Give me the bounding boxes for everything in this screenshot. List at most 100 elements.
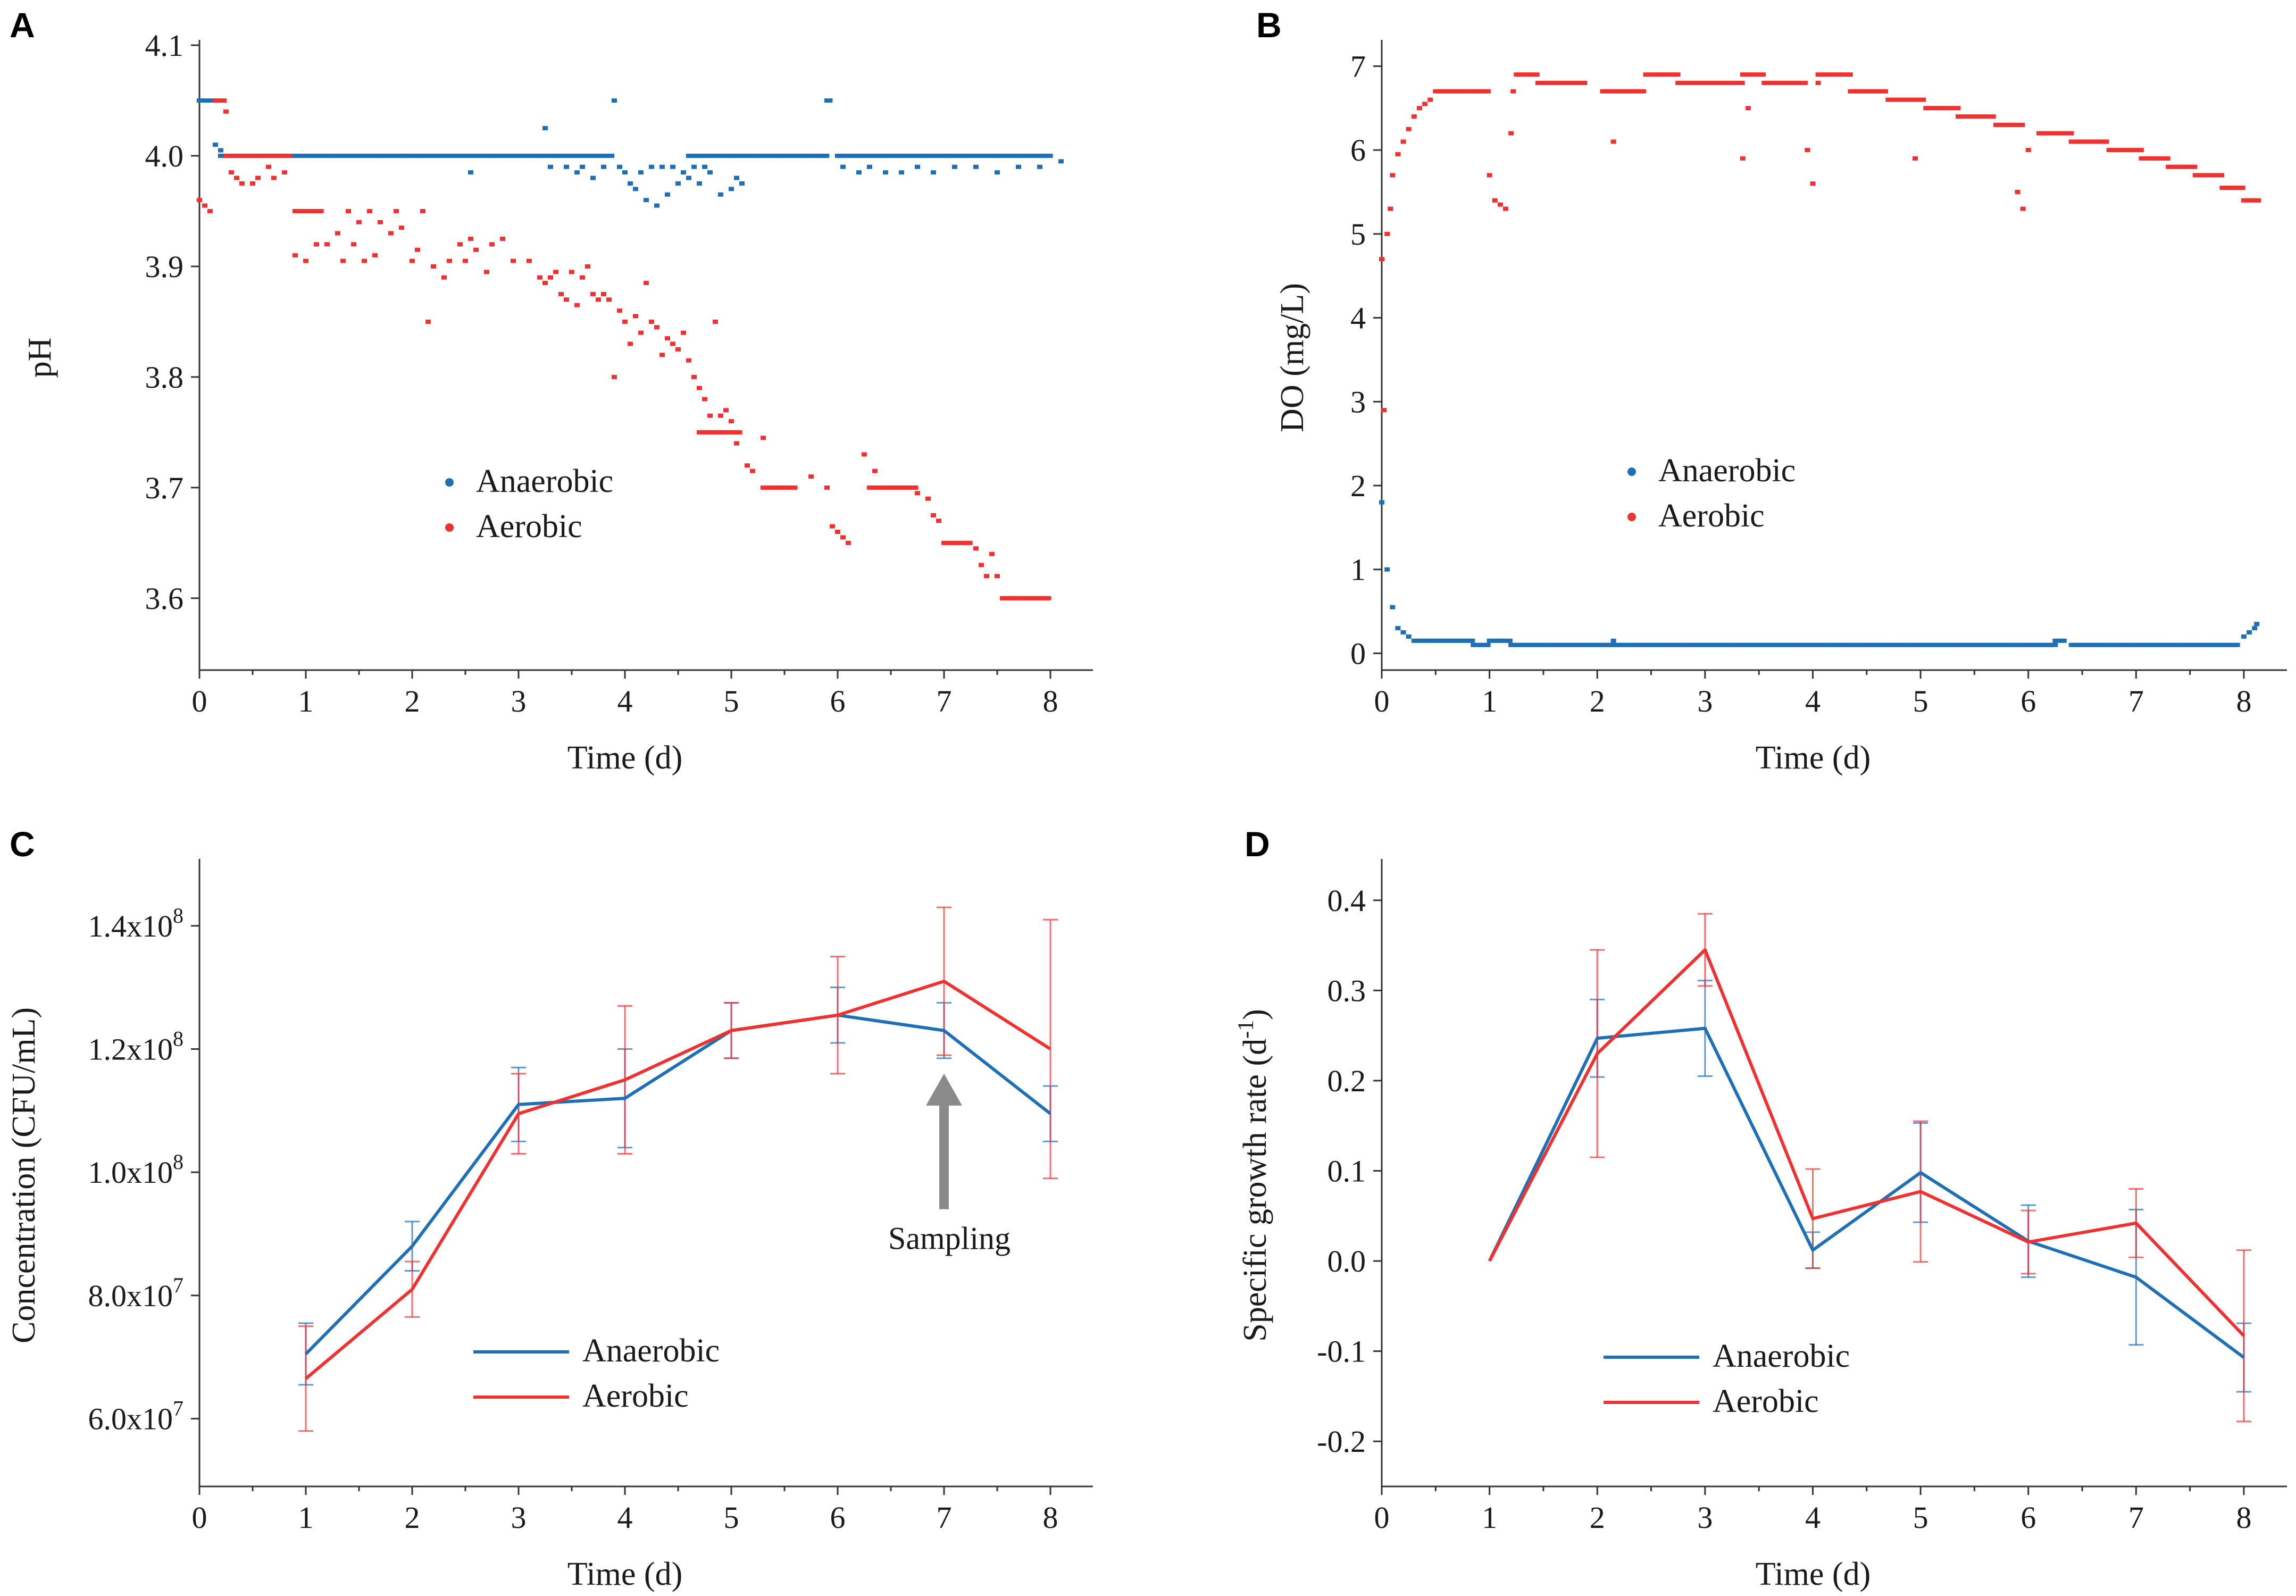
data-point	[1629, 89, 1635, 94]
data-point	[376, 153, 381, 158]
data-point	[350, 153, 356, 158]
data-point	[697, 181, 702, 186]
data-point	[1485, 642, 1491, 647]
data-point	[468, 236, 473, 241]
y-tick-label: -0.2	[1317, 1424, 1366, 1459]
data-point	[1779, 642, 1784, 647]
data-point	[2247, 630, 2252, 635]
data-point	[884, 485, 890, 490]
data-point	[2132, 148, 2138, 153]
data-point	[1573, 80, 1579, 85]
x-tick-label: 2	[1590, 684, 1605, 718]
data-point	[1626, 89, 1632, 94]
data-point	[638, 170, 644, 175]
data-point	[2063, 131, 2068, 136]
data-point	[1941, 106, 1947, 111]
data-point	[1678, 80, 1684, 85]
data-point	[484, 270, 489, 274]
data-point	[1906, 97, 1911, 102]
data-point	[975, 153, 981, 158]
data-point	[703, 153, 709, 158]
data-point	[1622, 642, 1627, 647]
data-point	[1639, 642, 1645, 647]
data-point	[1590, 642, 1596, 647]
data-point	[758, 153, 763, 158]
data-point	[1883, 89, 1889, 94]
data-point	[520, 153, 525, 158]
data-point	[1722, 80, 1727, 85]
y-axis-title-main: Specific growth rate (d	[1237, 1039, 1273, 1342]
y-tick-label: 0	[1350, 636, 1366, 671]
data-point	[1837, 642, 1843, 647]
data-point	[824, 153, 830, 158]
data-point	[527, 258, 532, 263]
data-point	[912, 153, 918, 158]
data-point	[252, 153, 257, 158]
data-point	[229, 153, 235, 158]
data-point	[1010, 153, 1016, 158]
data-point	[197, 98, 202, 103]
x-axis-title: Time (d)	[567, 740, 682, 776]
data-point	[2015, 190, 2021, 195]
data-point	[1939, 642, 1944, 647]
data-point	[1654, 642, 1659, 647]
data-point	[1635, 89, 1641, 94]
data-point	[769, 153, 775, 158]
data-point	[707, 170, 713, 175]
data-point	[548, 275, 553, 280]
data-point	[548, 164, 553, 169]
data-point	[1663, 642, 1668, 647]
data-point	[2020, 206, 2026, 211]
data-point	[290, 153, 295, 158]
data-point	[553, 270, 558, 274]
data-point	[2216, 173, 2222, 178]
data-point	[1712, 642, 1718, 647]
data-point	[772, 485, 778, 490]
data-point	[2139, 642, 2144, 647]
data-point	[2228, 186, 2234, 190]
data-point	[926, 153, 932, 158]
data-point	[1610, 638, 1616, 643]
data-point	[1606, 89, 1612, 94]
data-point	[546, 153, 552, 158]
x-tick-label: 7	[2128, 684, 2144, 718]
data-point	[644, 281, 649, 286]
data-point	[1640, 89, 1646, 94]
data-point	[2166, 164, 2172, 169]
data-point	[1549, 642, 1555, 647]
data-point	[301, 153, 307, 158]
x-tick-label: 4	[617, 684, 633, 718]
data-point	[1516, 72, 1522, 77]
data-point	[2006, 642, 2011, 647]
data-point	[281, 153, 286, 158]
data-point	[1507, 638, 1513, 643]
data-point	[1744, 642, 1750, 647]
data-point	[844, 153, 849, 158]
data-point	[2130, 148, 2135, 153]
data-point	[941, 540, 947, 545]
data-point	[263, 153, 269, 158]
data-point	[786, 485, 792, 490]
series-line-aerobic	[1488, 948, 2245, 1337]
data-point	[2047, 642, 2052, 647]
data-point	[1674, 642, 1680, 647]
data-point	[2115, 642, 2121, 647]
legend-label: Aerobic	[476, 508, 582, 545]
data-point	[1020, 596, 1025, 600]
y-axis-title-sup: -1	[1234, 1020, 1258, 1039]
data-point	[1883, 642, 1889, 647]
data-point	[585, 264, 590, 269]
y-axis-title: pH	[22, 338, 58, 378]
y-tick-exponent: 7	[173, 1273, 183, 1297]
data-point	[878, 153, 883, 158]
data-point	[1904, 642, 1910, 647]
data-point	[707, 413, 713, 418]
data-point	[809, 153, 815, 158]
data-point	[1791, 80, 1797, 85]
data-point	[1790, 642, 1796, 647]
data-point	[961, 540, 967, 545]
data-point	[473, 247, 479, 252]
data-point	[1732, 642, 1738, 647]
data-point	[425, 319, 431, 324]
